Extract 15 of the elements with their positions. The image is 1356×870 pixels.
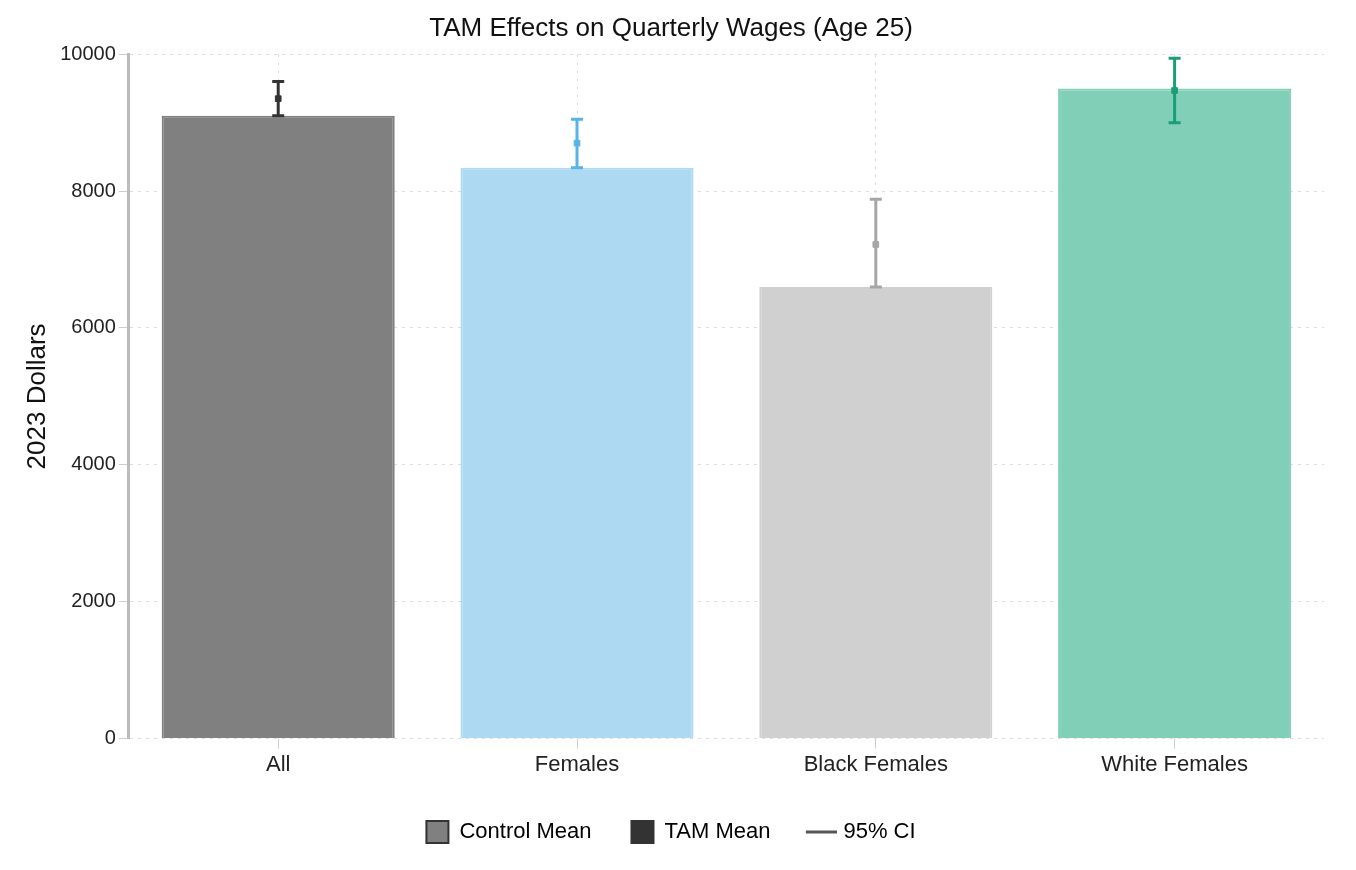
- text: 95% CI: [843, 818, 916, 844]
- x-tick-label: Black Females: [803, 750, 948, 776]
- legend-label: TAM Mean: [664, 818, 771, 844]
- y-tick-label: 10000: [60, 41, 116, 64]
- x-tick-label: White Females: [1101, 750, 1248, 776]
- y-tick-label: 8000: [71, 178, 116, 201]
- x-tick-label: All: [265, 750, 291, 776]
- y-axis-title: 2023 Dollars: [20, 323, 51, 470]
- y-tick-label: 2000: [71, 589, 116, 612]
- legend-label: Control Mean: [459, 818, 592, 844]
- y-tick-label: 4000: [71, 452, 116, 475]
- x-tick-label: Females: [534, 750, 620, 776]
- y-tick-label: 0: [104, 726, 116, 749]
- chart-title: TAM Effects on Quarterly Wages (Age 25): [429, 11, 913, 42]
- y-tick-label: 6000: [71, 315, 116, 338]
